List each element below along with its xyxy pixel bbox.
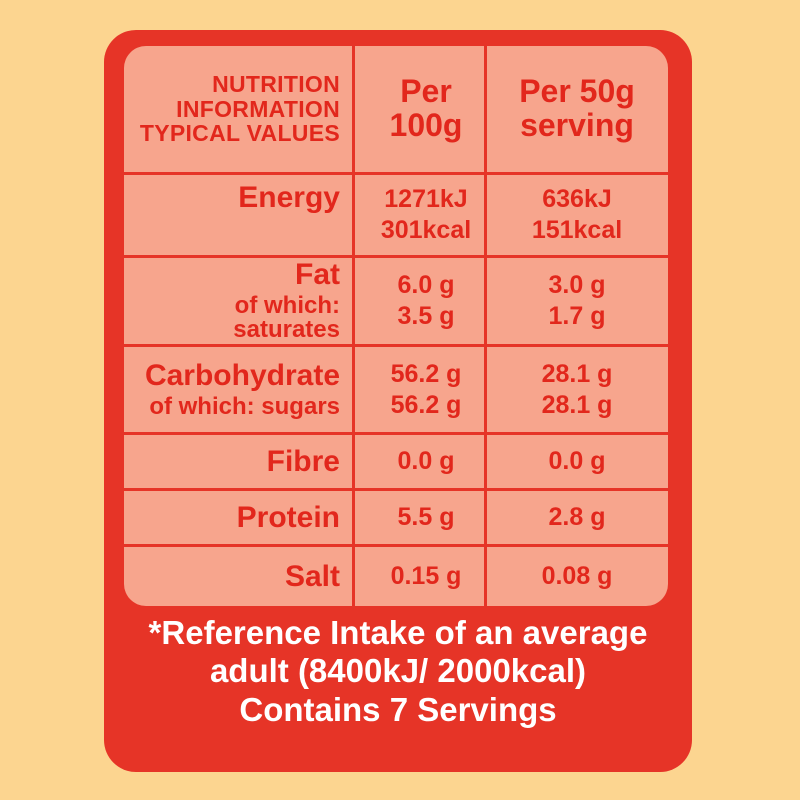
nutrient-label: Fibre (266, 444, 340, 478)
value: 28.1 g (541, 390, 613, 419)
per-serving-value: 2.8 g (486, 491, 668, 544)
header-label: NUTRITION INFORMATION TYPICAL VALUES (124, 46, 352, 172)
nutrient-label: Energy (238, 181, 340, 214)
nutrient-name: Protein (124, 491, 352, 544)
footer-line: adult (8400kJ/ 2000kcal) (209, 652, 587, 690)
value: 0.0 g (397, 447, 455, 475)
row-carbohydrate: Carbohydrate of which: sugars 56.2 g 56.… (124, 347, 668, 435)
per-100g-value: 0.0 g (368, 435, 484, 488)
per-serving-value: 28.1 g 28.1 g (486, 347, 668, 432)
value: 3.0 g (548, 271, 606, 299)
value: 56.2 g (390, 390, 462, 419)
header-per-serving-line: serving (520, 107, 634, 143)
per-100g-value: 56.2 g 56.2 g (368, 347, 484, 432)
value: 301kcal (380, 216, 472, 244)
column-divider-1 (352, 46, 355, 606)
nutrient-name: Fat of which: saturates (124, 258, 352, 344)
value: 0.0 g (548, 447, 606, 475)
row-protein: Protein 5.5 g 2.8 g (124, 491, 668, 547)
per-100g-value: 1271kJ 301kcal (368, 175, 484, 255)
nutrient-label: Salt (284, 559, 340, 593)
nutrient-label: Carbohydrate (144, 358, 340, 392)
value: 1.7 g (548, 302, 606, 330)
value: 3.5 g (397, 302, 455, 330)
row-fat: Fat of which: saturates 6.0 g 3.5 g 3.0 … (124, 258, 668, 347)
per-serving-value: 636kJ 151kcal (486, 175, 668, 255)
nutrient-sublabel: of which: sugars (149, 392, 340, 420)
servings-count: Contains 7 Servings (239, 690, 557, 728)
value: 56.2 g (390, 359, 462, 388)
footer-line: *Reference Intake of an average (148, 614, 648, 651)
per-100g-value: 0.15 g (368, 547, 484, 606)
header-per-100g: Per 100g (368, 46, 484, 172)
nutrient-name: Carbohydrate of which: sugars (124, 347, 352, 432)
per-serving-value: 3.0 g 1.7 g (486, 258, 668, 344)
value: 6.0 g (397, 271, 455, 299)
per-100g-value: 5.5 g (368, 491, 484, 544)
header-per-serving-line: Per 50g (519, 73, 635, 110)
header-per-serving: Per 50g serving (486, 46, 668, 172)
nutrient-name: Salt (124, 547, 352, 606)
header-row: NUTRITION INFORMATION TYPICAL VALUES Per… (124, 46, 668, 175)
header-per-100g-line: Per (400, 73, 452, 110)
nutrient-name: Fibre (124, 435, 352, 488)
header-per-100g-line: 100g (389, 107, 463, 143)
nutrient-sublabel: of which: saturates (233, 292, 340, 343)
row-energy: Energy 1271kJ 301kcal 636kJ 151kcal (124, 175, 668, 258)
header-label-line: INFORMATION (176, 95, 340, 122)
nutrient-name: Energy (124, 175, 352, 255)
nutrient-label: Fat (295, 258, 340, 291)
value: 5.5 g (397, 503, 455, 531)
per-serving-value: 0.08 g (486, 547, 668, 606)
header-label-line: NUTRITION (212, 70, 340, 97)
per-100g-value: 6.0 g 3.5 g (368, 258, 484, 344)
value: 151kcal (531, 216, 623, 244)
reference-intake-note: *Reference Intake of an average adult (8… (104, 614, 692, 729)
row-salt: Salt 0.15 g 0.08 g (124, 547, 668, 606)
value: 2.8 g (548, 503, 606, 531)
row-fibre: Fibre 0.0 g 0.0 g (124, 435, 668, 491)
value: 1271kJ (384, 185, 468, 213)
header-label-line: TYPICAL VALUES (139, 120, 340, 147)
value: 636kJ (542, 185, 612, 213)
nutrition-table: NUTRITION INFORMATION TYPICAL VALUES Per… (124, 46, 668, 606)
nutrient-label: Protein (236, 500, 340, 534)
value: 28.1 g (541, 359, 613, 388)
value: 0.15 g (390, 562, 462, 590)
per-serving-value: 0.0 g (486, 435, 668, 488)
value: 0.08 g (541, 562, 613, 590)
column-divider-2 (484, 46, 487, 606)
